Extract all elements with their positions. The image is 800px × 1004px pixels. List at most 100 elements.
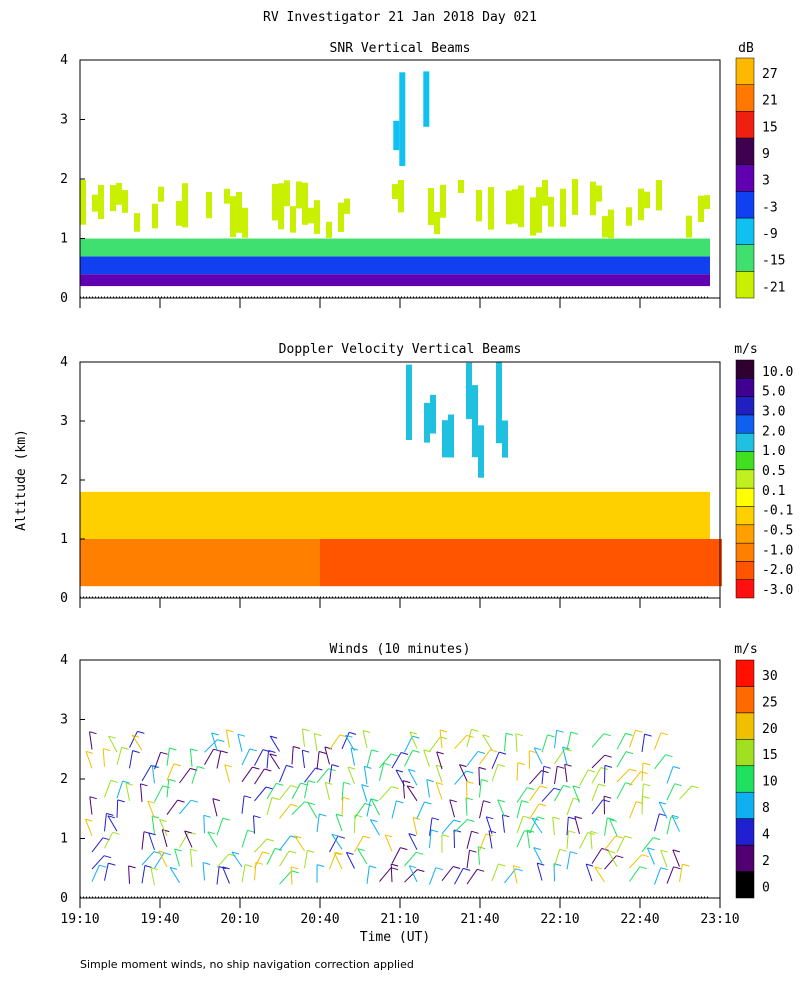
heatmap-cell	[399, 72, 405, 166]
wind-barb	[204, 815, 205, 833]
wind-barb-flag	[563, 785, 570, 787]
heatmap-cell	[428, 274, 434, 286]
colorbar-swatch	[736, 792, 754, 818]
heatmap-cell	[620, 256, 626, 274]
heatmap-cell	[110, 274, 116, 286]
heatmap-cell	[410, 274, 416, 286]
heatmap-cell	[368, 492, 374, 539]
colorbar-swatch	[736, 766, 754, 792]
wind-barb	[575, 817, 580, 834]
wind-barb-flag	[190, 849, 197, 851]
heatmap-cell	[560, 189, 566, 227]
heatmap-cell	[572, 539, 578, 586]
heatmap-cell	[674, 274, 680, 286]
wind-barb-flag	[317, 865, 324, 867]
wind-barb	[517, 801, 522, 818]
wind-barb	[655, 814, 660, 831]
heatmap-cell	[602, 239, 608, 257]
heatmap-cell	[614, 239, 620, 257]
heatmap-cell	[536, 256, 542, 274]
wind-barb	[427, 780, 430, 798]
wind-barb	[130, 731, 138, 747]
wind-barb-flag	[565, 749, 572, 751]
heatmap-cell	[194, 256, 200, 274]
heatmap-cell	[194, 239, 200, 257]
heatmap-cell	[320, 539, 326, 586]
wind-barb	[555, 730, 557, 748]
heatmap-cell	[380, 256, 386, 274]
heatmap-cell	[644, 239, 650, 257]
heatmap-cell	[272, 492, 278, 539]
heatmap-cell	[212, 256, 218, 274]
heatmap-cell	[158, 492, 164, 539]
heatmap-cell	[668, 492, 674, 539]
heatmap-cell	[314, 200, 320, 234]
heatmap-cell	[488, 256, 494, 274]
wind-barb-flag	[463, 868, 470, 870]
wind-barb-flag	[217, 740, 224, 742]
heatmap-cell	[530, 492, 536, 539]
wind-barb	[542, 788, 554, 801]
heatmap-cell	[92, 492, 98, 539]
heatmap-cell	[350, 239, 356, 257]
y-tick-label: 0	[60, 891, 68, 906]
heatmap-cell	[548, 197, 554, 227]
heatmap-cell	[506, 239, 512, 257]
x-tick-label: 20:10	[220, 912, 259, 927]
heatmap-cell	[590, 239, 596, 257]
wind-barb-flag	[372, 750, 379, 752]
wind-barb-flag	[276, 783, 283, 785]
wind-barb-flag	[221, 751, 228, 753]
wind-barb-flag	[141, 784, 148, 786]
heatmap-cell	[434, 274, 440, 286]
wind-barb-flag	[636, 730, 643, 732]
heatmap-cell	[656, 492, 662, 539]
heatmap-cell	[398, 539, 404, 586]
wind-barb-flag	[522, 801, 529, 803]
wind-barb-flag	[126, 783, 133, 785]
wind-barb	[226, 730, 229, 748]
heatmap-cell	[416, 492, 422, 539]
wind-barb-flag	[254, 816, 261, 818]
wind-barb	[242, 749, 250, 765]
wind-barb	[308, 803, 317, 819]
wind-barb-flag	[118, 800, 125, 802]
heatmap-cell	[542, 274, 548, 286]
heatmap-cell	[146, 492, 152, 539]
colorbar-tick-label: 20	[762, 722, 778, 737]
colorbar-swatch	[736, 488, 754, 506]
wind-barb-flag	[571, 732, 578, 734]
wind-barb-flag	[513, 866, 520, 868]
wind-barb	[542, 766, 544, 784]
heatmap-cell	[314, 539, 320, 586]
wind-barb-flag	[478, 752, 485, 754]
heatmap-cell	[620, 239, 626, 257]
heatmap-cell	[476, 274, 482, 286]
heatmap-cell	[488, 274, 494, 286]
heatmap-cell	[80, 180, 86, 225]
heatmap-cell	[296, 539, 302, 586]
wind-barb-flag	[675, 784, 682, 786]
wind-barb	[367, 799, 371, 817]
wind-barb	[405, 870, 418, 883]
heatmap-cell	[344, 239, 350, 257]
heatmap-cell	[472, 385, 478, 457]
wind-barb-flag	[338, 836, 345, 838]
wind-barb	[267, 848, 275, 864]
wind-barb	[280, 871, 292, 884]
heatmap-cell	[476, 492, 482, 539]
wind-barb-flag	[570, 852, 577, 854]
heatmap-cell	[578, 256, 584, 274]
heatmap-cell	[644, 539, 650, 586]
heatmap-cell	[116, 183, 122, 205]
heatmap-cell	[266, 539, 272, 586]
wind-barb	[255, 852, 263, 868]
wind-barb	[280, 836, 291, 850]
heatmap-cell	[422, 539, 428, 586]
heatmap-cell	[512, 274, 518, 286]
heatmap-cell	[602, 274, 608, 286]
heatmap-cell	[158, 187, 164, 202]
heatmap-cell	[134, 274, 140, 286]
heatmap-cell	[122, 492, 128, 539]
heatmap-cell	[602, 539, 608, 586]
